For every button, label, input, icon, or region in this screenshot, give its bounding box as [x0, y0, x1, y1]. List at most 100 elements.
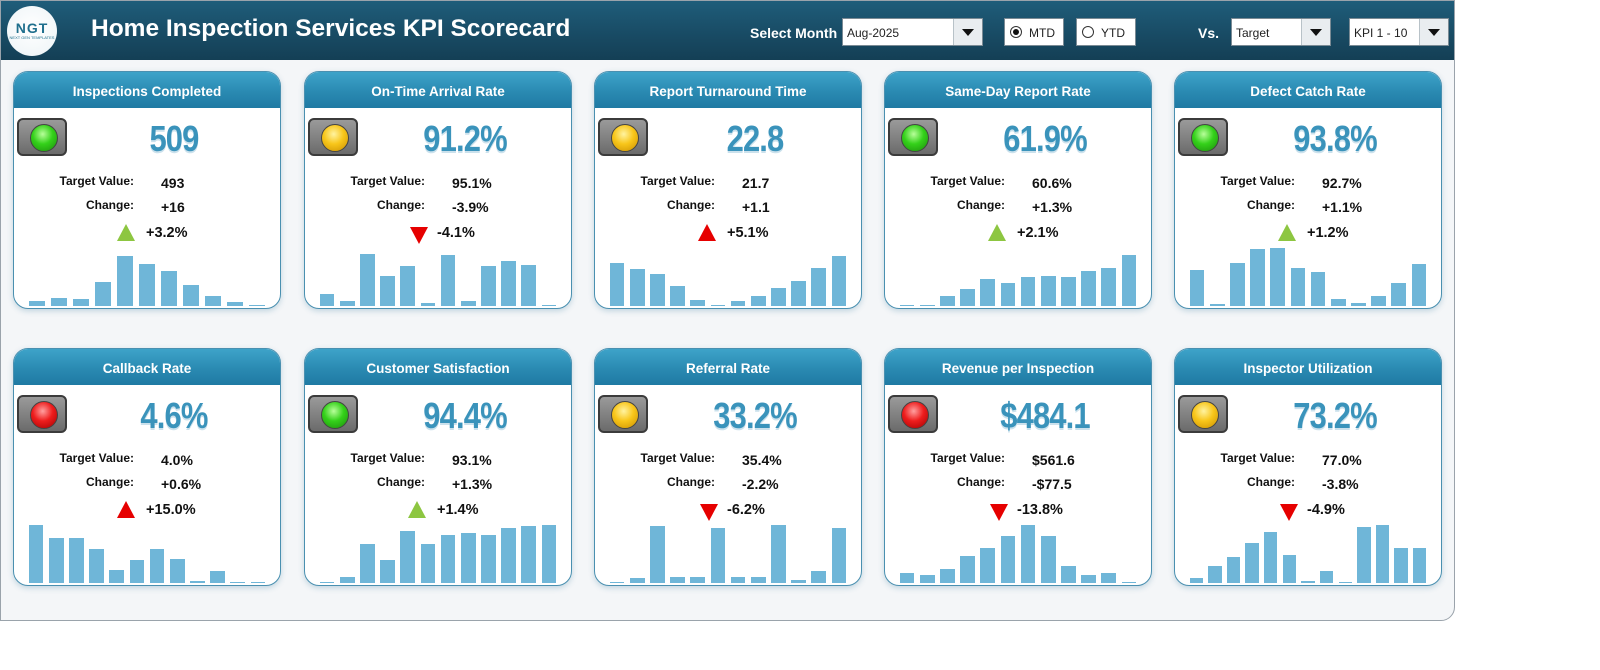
kpi-value: 73.2% [1293, 395, 1377, 436]
trend-bar [609, 262, 625, 306]
traffic-light-icon [308, 395, 358, 433]
trend-bar [1319, 570, 1334, 583]
trend-bar [190, 580, 205, 583]
kpi-card: Customer Satisfaction 94.4% Target Value… [304, 348, 572, 586]
trend-bar [440, 535, 456, 583]
trend-bar [89, 548, 104, 583]
trend-bar [1000, 283, 1016, 306]
traffic-light-icon [17, 118, 67, 156]
trend-bar [811, 570, 826, 583]
change-label: Change: [377, 475, 425, 489]
target-value: 93.1% [452, 452, 492, 468]
vs-select[interactable]: Target [1231, 18, 1331, 46]
trend-bar-chart [897, 246, 1139, 306]
kpi-card: Inspector Utilization 73.2% Target Value… [1174, 348, 1442, 586]
trend-bar-chart [1187, 246, 1429, 306]
ytd-radio[interactable]: YTD [1076, 18, 1136, 46]
trend-bar [139, 263, 155, 306]
traffic-light-icon [1178, 395, 1228, 433]
target-value: 60.6% [1032, 175, 1072, 191]
trend-bar [69, 538, 84, 583]
month-dropdown-button[interactable] [953, 19, 982, 45]
trend-bar [1101, 267, 1116, 306]
change-value: -2.2% [742, 476, 779, 492]
mtd-radio[interactable]: MTD [1004, 18, 1064, 46]
kpi-value: 93.8% [1293, 118, 1377, 159]
trend-bar [501, 528, 516, 583]
trend-bar-chart [607, 246, 849, 306]
trend-bar [169, 559, 185, 583]
trend-bar [1189, 269, 1205, 306]
vs-select-value: Target [1236, 26, 1270, 40]
trend-bar [400, 265, 415, 306]
status-light [1191, 124, 1219, 152]
trend-bar [980, 547, 995, 583]
logo-subtext: NEXT GEN TEMPLATES [9, 35, 55, 40]
trend-bar [521, 264, 536, 306]
trend-bar [1040, 275, 1056, 306]
status-light [901, 401, 929, 429]
traffic-light-icon [598, 395, 648, 433]
status-light [901, 124, 929, 152]
ngt-logo: NGT NEXT GEN TEMPLATES [7, 6, 57, 56]
trend-bar [1101, 572, 1116, 583]
trend-bar-chart [317, 246, 559, 306]
target-value: 493 [161, 175, 185, 191]
trend-bar [541, 304, 557, 306]
kpi-range-dropdown-button[interactable] [1419, 19, 1448, 45]
trend-bar [899, 304, 915, 306]
trend-bar [710, 304, 726, 306]
trend-bar-chart [26, 246, 268, 306]
change-value: +16 [161, 199, 185, 215]
target-label: Target Value: [640, 174, 715, 188]
chevron-down-icon [1310, 29, 1322, 36]
trend-bar [1351, 302, 1366, 306]
trend-bar [1081, 574, 1096, 583]
trend-bar [210, 570, 225, 583]
trend-bar [95, 282, 111, 306]
trend-bar [1301, 580, 1315, 583]
change-percent: +15.0% [146, 502, 196, 518]
kpi-card: On-Time Arrival Rate 91.2% Target Value:… [304, 71, 572, 309]
trend-bar [730, 576, 746, 583]
trend-bar [501, 261, 516, 306]
trend-bar [919, 304, 935, 306]
change-label: Change: [957, 198, 1005, 212]
kpi-value: 33.2% [713, 395, 797, 436]
trend-bar [710, 528, 726, 583]
arrow-up-icon [117, 501, 135, 518]
trend-bar [29, 300, 45, 306]
target-label: Target Value: [59, 451, 134, 465]
trend-bar [400, 531, 415, 583]
change-value: +0.6% [161, 476, 202, 492]
target-label: Target Value: [1220, 174, 1295, 188]
trend-bar [541, 525, 557, 583]
kpi-card: Report Turnaround Time 22.8 Target Value… [594, 71, 862, 309]
arrow-down-icon [700, 504, 718, 521]
month-select[interactable]: Aug-2025 [842, 18, 983, 46]
trend-bar [670, 286, 685, 306]
change-value: +1.1% [1322, 199, 1363, 215]
trend-bar [230, 581, 245, 583]
kpi-card-title: Inspections Completed [14, 72, 280, 108]
trend-bar-chart [607, 523, 849, 583]
trend-bar [831, 528, 847, 583]
trend-bar [481, 535, 496, 583]
trend-bar [460, 300, 476, 306]
trend-bar [730, 300, 746, 306]
traffic-light-icon [1178, 118, 1228, 156]
target-value: 35.4% [742, 452, 782, 468]
trend-bar [831, 256, 847, 306]
trend-bar [1282, 555, 1297, 583]
kpi-range-select[interactable]: KPI 1 - 10 [1349, 18, 1449, 46]
change-label: Change: [86, 198, 134, 212]
trend-bar [629, 577, 645, 583]
kpi-value: 4.6% [140, 395, 208, 436]
change-percent: +1.2% [1307, 225, 1349, 241]
trend-bar [339, 300, 355, 306]
change-value: -3.9% [452, 199, 489, 215]
trend-bar [1357, 527, 1371, 583]
ytd-label: YTD [1101, 26, 1125, 40]
vs-dropdown-button[interactable] [1301, 19, 1330, 45]
trend-bar-chart [897, 523, 1139, 583]
